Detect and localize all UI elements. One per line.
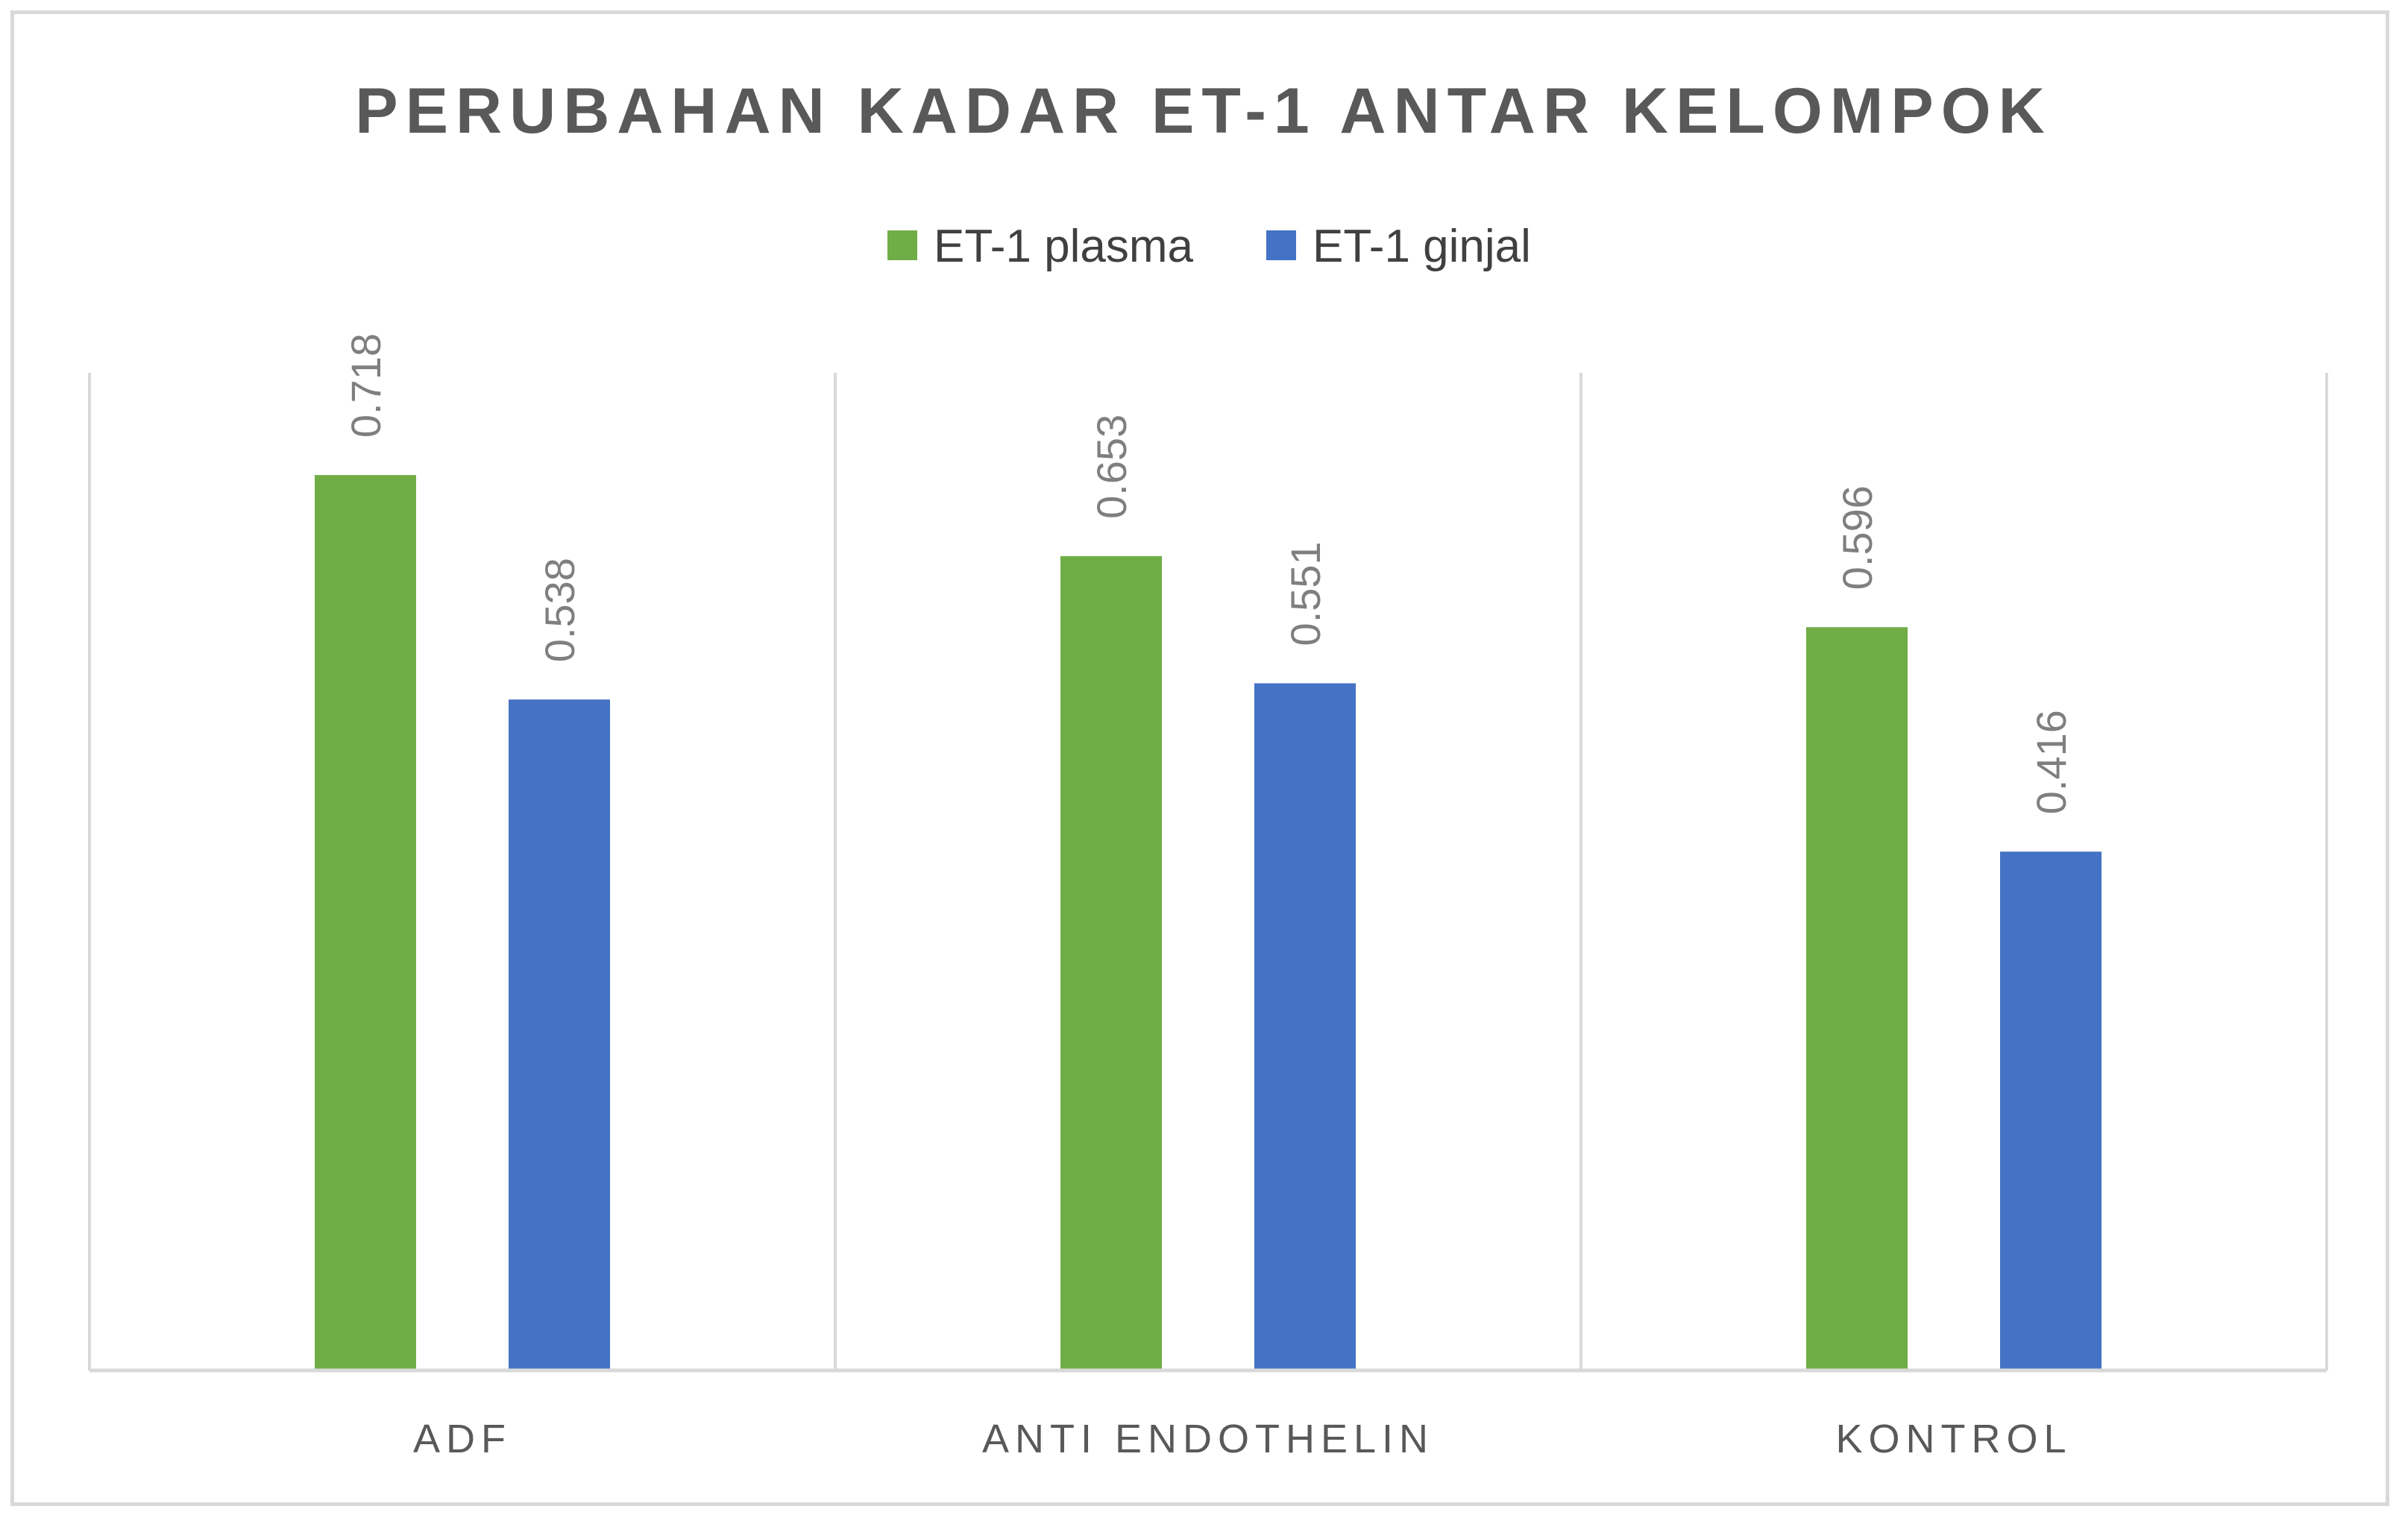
category-label-anti-endothelin: ANTI ENDOTHELIN (982, 1417, 1434, 1461)
category-gridlines (88, 373, 2328, 1370)
legend-swatch-et1-plasma (887, 230, 917, 260)
value-label-adf-et-1-plasma: 0.718 (342, 333, 389, 438)
chart-title: PERUBAHAN KADAR ET-1 ANTAR KELOMPOK (355, 75, 2052, 147)
legend-swatch-et1-ginjal (1266, 230, 1296, 260)
legend-label-et1-ginjal: ET-1 ginjal (1313, 221, 1531, 272)
bar-kontrol-et-1-plasma (1806, 627, 1908, 1370)
value-label-anti-endothelin-et-1-plasma: 0.653 (1088, 415, 1135, 519)
legend-label-et1-plasma: ET-1 plasma (934, 221, 1194, 272)
category-labels: ADF ANTI ENDOTHELIN KONTROL (413, 1417, 2072, 1461)
value-labels: 0.718 0.538 0.653 0.551 0.596 0.416 (342, 333, 2075, 814)
category-label-kontrol: KONTROL (1835, 1417, 2072, 1461)
legend: ET-1 plasma ET-1 ginjal (887, 221, 1531, 272)
bar-kontrol-et-1-ginjal (2000, 851, 2102, 1370)
value-label-anti-endothelin-et-1-ginjal: 0.551 (1282, 541, 1329, 646)
value-label-adf-et-1-ginjal: 0.538 (536, 558, 583, 662)
bar-adf-et-1-plasma (315, 475, 416, 1370)
value-label-kontrol-et-1-plasma: 0.596 (1834, 485, 1881, 590)
bar-anti-endothelin-et-1-plasma (1060, 555, 1162, 1371)
bars (315, 475, 2102, 1371)
bar-anti-endothelin-et-1-ginjal (1254, 683, 1356, 1370)
value-label-kontrol-et-1-ginjal: 0.416 (2028, 710, 2075, 814)
category-label-adf: ADF (413, 1417, 512, 1461)
bar-adf-et-1-ginjal (509, 699, 610, 1370)
